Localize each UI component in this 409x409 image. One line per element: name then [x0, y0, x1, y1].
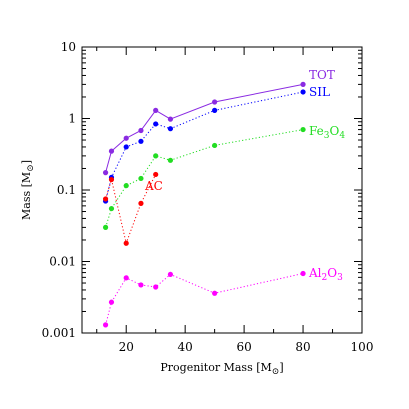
series — [102, 81, 306, 328]
data-point — [123, 144, 129, 150]
series-2 — [102, 126, 306, 230]
data-point — [212, 142, 218, 149]
y-tick-label: 0.001 — [42, 326, 76, 340]
series-label: Fe3O4 — [309, 124, 345, 141]
data-point — [102, 196, 109, 202]
series-label: TOT — [309, 68, 335, 82]
data-point — [108, 299, 115, 305]
series-line — [105, 91, 304, 202]
y-tick-label: 1 — [68, 112, 76, 126]
series-line — [105, 83, 304, 173]
data-point — [212, 290, 218, 296]
data-point — [300, 89, 306, 95]
data-point — [102, 170, 109, 176]
ticks: 20 40 60 80 100 0.001 0.01 0.1 1 10 — [42, 40, 374, 354]
y-axis-label: Mass [M⊙] — [20, 160, 36, 220]
data-point — [153, 284, 159, 290]
x-axis-label: Progenitor Mass [M⊙] — [160, 361, 283, 377]
data-point — [108, 205, 115, 212]
data-point — [167, 271, 174, 278]
series-0 — [102, 81, 306, 176]
data-point — [108, 176, 115, 183]
data-point — [108, 148, 115, 154]
series-line — [105, 273, 304, 326]
data-point — [102, 322, 109, 328]
series-label: SIL — [309, 85, 330, 99]
data-point — [138, 127, 144, 134]
data-point — [167, 157, 174, 163]
data-point — [138, 175, 144, 182]
data-point — [212, 107, 218, 113]
data-point — [153, 153, 159, 159]
data-point — [300, 270, 306, 277]
y-tick-label: 0.01 — [49, 255, 76, 269]
data-point — [138, 138, 144, 144]
series-line — [105, 129, 304, 228]
data-point — [212, 99, 218, 105]
data-point — [153, 171, 159, 178]
x-tick-label: 80 — [295, 340, 310, 354]
data-point — [138, 282, 144, 288]
data-point — [153, 121, 159, 127]
data-point — [167, 116, 174, 122]
data-point — [123, 275, 129, 281]
x-tick-label: 100 — [351, 340, 374, 354]
x-tick-label: 40 — [178, 340, 193, 354]
series-labels: TOT SIL Fe3O4 AC Al2O3 — [144, 68, 345, 283]
x-tick-label: 20 — [119, 340, 134, 354]
series-4 — [102, 270, 306, 328]
data-point — [153, 107, 159, 113]
data-point — [102, 224, 109, 230]
data-point — [167, 126, 174, 132]
series-label: Al2O3 — [308, 266, 343, 283]
y-tick-label: 10 — [61, 40, 76, 54]
data-point — [123, 183, 129, 189]
y-tick-label: 0.1 — [57, 183, 76, 197]
data-point — [300, 126, 306, 133]
data-point — [123, 240, 129, 246]
x-tick-label: 60 — [236, 340, 251, 354]
series-3 — [102, 171, 159, 246]
data-point — [138, 200, 144, 206]
series-label: AC — [144, 179, 163, 193]
data-point — [300, 81, 306, 87]
data-point — [123, 135, 129, 141]
